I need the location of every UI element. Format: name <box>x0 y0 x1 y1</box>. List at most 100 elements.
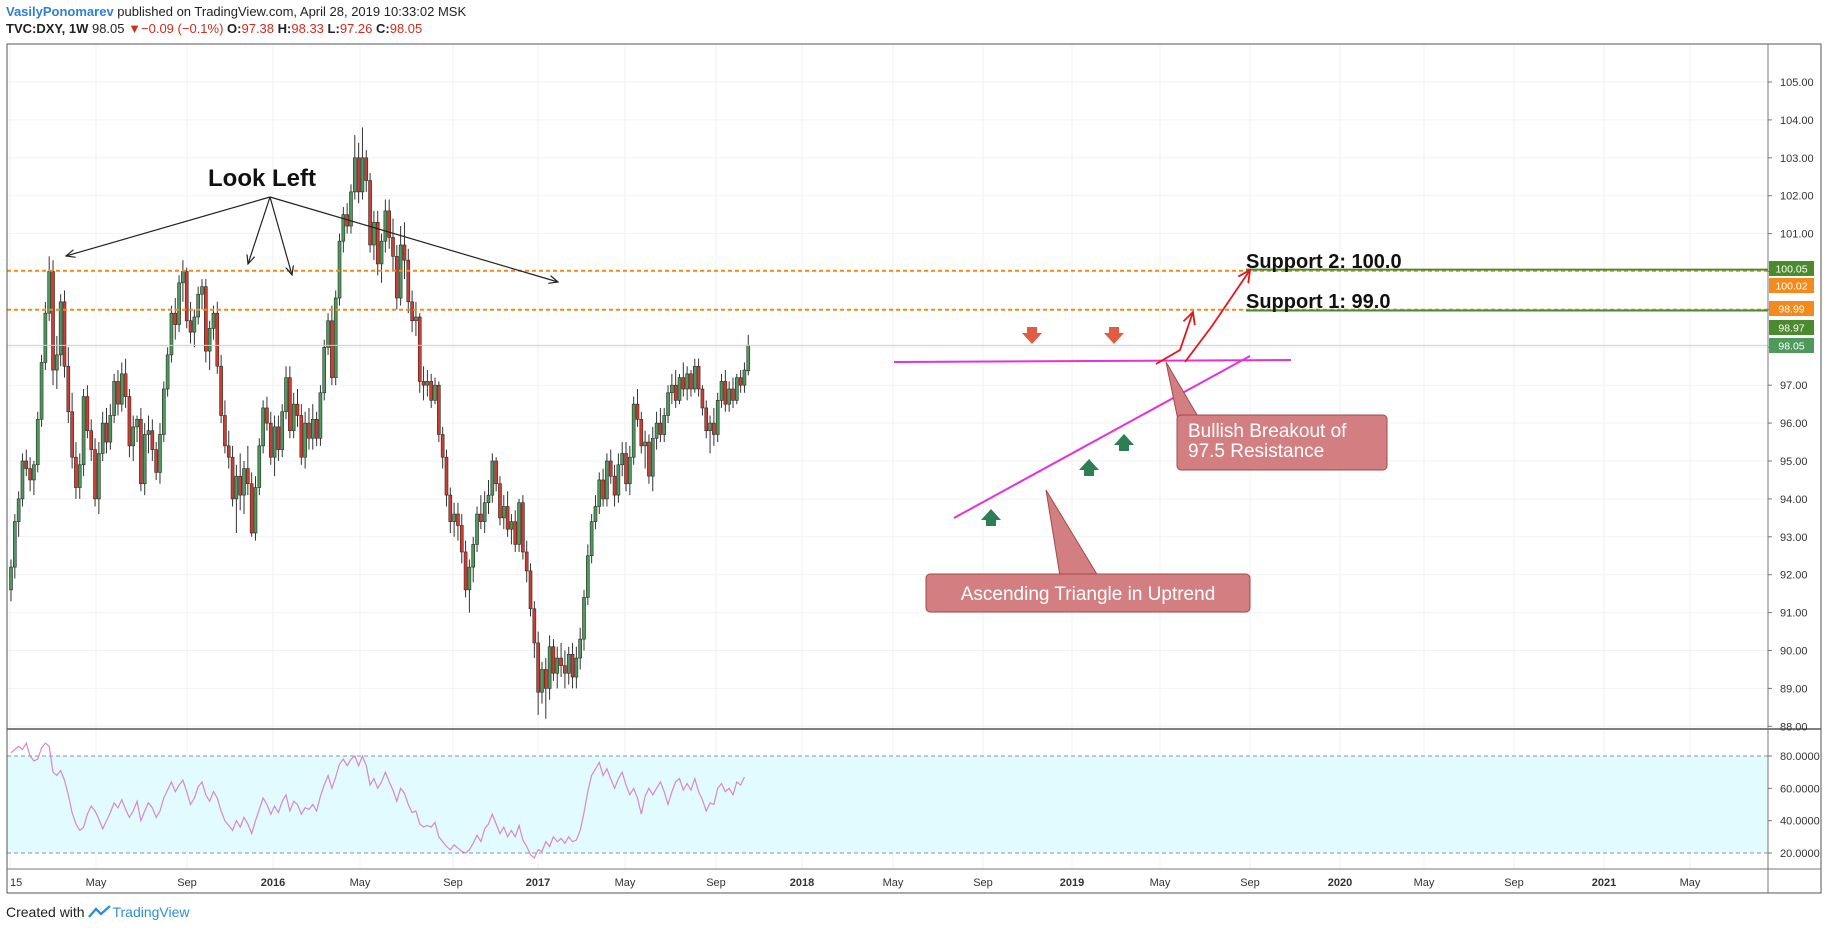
candle-up <box>650 437 655 477</box>
candle-down <box>104 422 109 443</box>
triangle-callout-label: Ascending Triangle in Uptrend <box>961 584 1216 605</box>
breakout-callout-box <box>1176 414 1388 471</box>
candle-down <box>368 180 372 246</box>
change-value: −0.09 (−0.1%) <box>141 21 224 36</box>
close-value: 98.05 <box>389 21 423 36</box>
candle-up <box>169 312 174 356</box>
author-link[interactable]: VasilyPonomarev <box>6 4 114 19</box>
candle-up <box>158 434 162 473</box>
candle-down <box>456 513 460 526</box>
candle-down <box>395 256 399 299</box>
y-tick-label: 95.00 <box>1780 456 1808 468</box>
y-tick-label: 104.00 <box>1780 115 1814 127</box>
price-chart[interactable]: 105.00104.00103.00102.00101.00100.0099.0… <box>0 0 1828 900</box>
rsi-line <box>10 741 745 859</box>
candle-up <box>200 286 204 295</box>
candle-down <box>356 157 361 193</box>
candle-up <box>284 377 288 413</box>
candle-up <box>131 426 136 447</box>
x-tick-label: 2018 <box>790 877 814 889</box>
candle-down <box>173 312 178 325</box>
candle-up <box>574 657 579 678</box>
candle-up <box>100 422 105 454</box>
low-label: L: <box>327 21 340 36</box>
level-price-badge: 98.99 <box>1778 304 1804 316</box>
open-value: 97.38 <box>241 21 275 36</box>
candle-down <box>70 411 74 458</box>
candle-up <box>303 422 307 458</box>
y-tick-label: 88.00 <box>1780 721 1808 733</box>
candle-up <box>582 597 586 640</box>
candle-down <box>150 430 155 450</box>
candle-down <box>524 551 529 572</box>
price-axis[interactable]: 105.00104.00103.00102.00101.00100.0099.0… <box>1768 77 1814 733</box>
candle-down <box>601 479 605 500</box>
candle-down <box>288 377 292 431</box>
candle-up <box>605 460 609 500</box>
candle-down <box>440 434 445 458</box>
candle-up <box>662 415 667 435</box>
candle-up <box>734 377 739 401</box>
candle-up <box>58 301 63 356</box>
candle-up <box>631 403 636 458</box>
y-tick-label: 93.00 <box>1780 532 1808 544</box>
candle-up <box>192 316 197 333</box>
tradingview-brand[interactable]: TradingView <box>112 904 190 920</box>
x-tick-label: 2021 <box>1592 877 1616 889</box>
candle-up <box>486 494 491 503</box>
candle-up <box>341 214 346 242</box>
candle-down <box>712 422 716 435</box>
candle-down <box>66 365 71 413</box>
candle-down <box>505 506 510 530</box>
x-tick-label: Sep <box>1504 877 1524 889</box>
candle-up <box>540 669 544 693</box>
horizontal-lines <box>7 268 1768 346</box>
candle-up <box>242 468 246 496</box>
candle-down <box>215 312 220 367</box>
x-tick-label: Sep <box>443 877 463 889</box>
high-value: 98.33 <box>291 21 324 36</box>
last-price-badge: 98.05 <box>1778 341 1804 353</box>
support-trend-line <box>953 355 1251 519</box>
support-2-price-badge: 100.05 <box>1775 264 1807 276</box>
candle-down <box>551 646 556 674</box>
candle-down <box>612 475 617 496</box>
candle-down <box>28 468 32 481</box>
candle-down <box>219 365 223 416</box>
x-tick-label: Sep <box>1240 877 1260 889</box>
x-tick-label: 2020 <box>1328 877 1352 889</box>
breakout-arrow-1 <box>1155 312 1193 365</box>
candle-up <box>586 555 590 598</box>
candle-up <box>452 513 456 522</box>
close-label: C: <box>376 21 390 36</box>
candle-up <box>47 271 52 314</box>
candle-down <box>74 456 78 488</box>
candle-up <box>234 475 239 500</box>
rsi-axis[interactable]: 80.0000 60.0000 40.0000 20.0000 <box>1768 751 1820 860</box>
candle-up <box>425 381 430 386</box>
level-price-badge-bg <box>1769 301 1814 316</box>
candle-down <box>459 525 464 553</box>
candle-up <box>280 411 285 450</box>
candle-up <box>433 384 437 401</box>
breakout-callout-pointer <box>1165 361 1201 421</box>
candle-up <box>112 381 116 416</box>
candles <box>9 127 751 719</box>
candle-down <box>421 381 426 386</box>
y-tick-label: 90.00 <box>1780 646 1808 658</box>
x-tick-label: 2016 <box>261 877 285 889</box>
candle-down <box>402 244 407 261</box>
x-tick-label: Sep <box>706 877 726 889</box>
annotation-labels: Look Left Support 2: 100.0 Support 1: 99.0… <box>208 165 1402 613</box>
candle-up <box>628 456 632 485</box>
candle-down <box>635 403 640 420</box>
time-axis[interactable]: 15 May Sep 2016 May Sep 2017 May Sep 2018 May Sep 20… <box>10 877 1701 889</box>
x-tick-label: May <box>883 877 904 889</box>
candle-down <box>230 456 235 500</box>
drawings <box>66 196 1292 526</box>
y-tick-label: 92.00 <box>1780 570 1808 582</box>
candle-down <box>364 157 369 181</box>
candle-down <box>276 426 281 450</box>
y-tick-label: 97.00 <box>1780 380 1808 392</box>
candle-down <box>226 445 231 458</box>
